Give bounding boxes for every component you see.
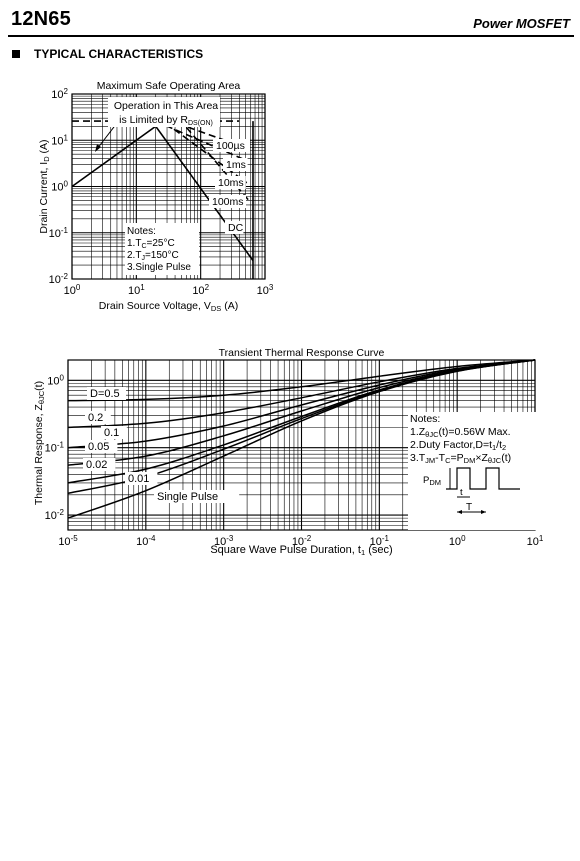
curve-label: 100ms xyxy=(212,196,244,208)
pdm-label: PDM xyxy=(423,475,441,487)
notes-box xyxy=(408,412,536,530)
section-title: TYPICAL CHARACTERISTICS xyxy=(34,47,204,61)
chart-title: Transient Thermal Response Curve xyxy=(219,347,385,359)
notes-text: 1.TC=25°C xyxy=(127,238,175,250)
curve-label-bg xyxy=(125,472,158,485)
x-tick-label: 100 xyxy=(449,534,466,548)
t1-label: t xyxy=(460,487,463,498)
notes-text: 3.Single Pulse xyxy=(127,262,191,273)
curve-label: 1ms xyxy=(226,159,246,171)
y-tick-label: 102 xyxy=(51,87,68,101)
y-tick-label: 100 xyxy=(51,180,68,194)
series-line xyxy=(67,359,536,449)
x-tick-label: 10-1 xyxy=(370,534,390,548)
annotation-text: is Limited by RDS(ON) xyxy=(119,114,213,127)
soa-chart: Maximum Safe Operating Area Operation in … xyxy=(38,80,274,313)
page-header: 12N65 Power MOSFET xyxy=(0,0,580,40)
x-tick-label: 10-4 xyxy=(136,534,156,548)
x-tick-label: 101 xyxy=(128,283,145,297)
section-heading: TYPICAL CHARACTERISTICS xyxy=(12,47,203,61)
curve-label-bg xyxy=(101,426,127,439)
annotation-text: Operation in This Area xyxy=(114,100,218,112)
y-tick-label: 10-2 xyxy=(45,508,65,522)
y-tick-label: 100 xyxy=(47,373,64,387)
header-rule xyxy=(8,35,574,37)
arrowhead-icon xyxy=(457,510,462,514)
x-tick-label: 103 xyxy=(257,283,274,297)
annotation-arrow xyxy=(96,122,118,150)
chart-title: Maximum Safe Operating Area xyxy=(97,80,241,92)
notes-text: 2.Duty Factor,D=t1/t2 xyxy=(410,439,506,452)
curve-label: Single Pulse xyxy=(157,491,218,503)
curve-label: 0.1 xyxy=(104,427,119,439)
x-tick-label: 10-3 xyxy=(214,534,234,548)
y-tick-label: 10-2 xyxy=(49,272,69,286)
curve-label-bg xyxy=(83,458,116,471)
curve-label-bg xyxy=(213,139,250,152)
x-axis-label: Drain Source Voltage, VDS (A) xyxy=(99,300,238,313)
curve-label-bg xyxy=(225,221,244,234)
annotation-box xyxy=(108,97,220,127)
x-tick-label: 100 xyxy=(64,283,81,297)
y-axis-label: Thermal Response, ZθJC(t) xyxy=(33,381,46,505)
notes-text: 1.ZθJC(t)=0.56W Max. xyxy=(410,426,511,439)
curve-label-bg xyxy=(209,195,246,208)
thermal-chart: Transient Thermal Response Curve D=0.5 0.2… xyxy=(33,347,544,557)
arrowhead-icon xyxy=(481,510,486,514)
arrowhead-icon xyxy=(95,144,101,152)
curve-label: DC xyxy=(228,222,244,234)
notes-text: Notes: xyxy=(410,413,440,425)
curve-label-bg xyxy=(87,387,126,400)
curve-label: 100µs xyxy=(216,140,245,152)
y-axis-label: Drain Current, ID (A) xyxy=(38,139,51,233)
series-line xyxy=(67,359,536,429)
notes-box xyxy=(125,223,199,275)
curve-label: 10ms xyxy=(218,177,244,189)
x-tick-label: 10-2 xyxy=(292,534,312,548)
curve-label: 0.2 xyxy=(88,412,103,424)
curve-label: 0.05 xyxy=(88,441,109,453)
x-tick-label: 10-5 xyxy=(58,534,78,548)
curve-label-bg xyxy=(85,440,118,453)
notes-text: 2.TJ=150°C xyxy=(127,250,179,262)
curve-label: 0.01 xyxy=(128,473,149,485)
x-tick-label: 102 xyxy=(192,283,209,297)
y-tick-label: 101 xyxy=(51,133,68,147)
pulse-waveform xyxy=(446,467,520,490)
curve-label: D=0.5 xyxy=(90,388,120,400)
y-tick-label: 10-1 xyxy=(49,226,69,240)
series-line xyxy=(155,125,254,262)
square-bullet-icon xyxy=(12,50,20,58)
curve-label-bg xyxy=(154,490,240,503)
x-tick-label: 101 xyxy=(527,534,544,548)
notes-text: Notes: xyxy=(127,226,156,237)
series-line xyxy=(67,359,536,402)
series-line xyxy=(164,122,248,184)
x-axis-label: Square Wave Pulse Duration, t1 (sec) xyxy=(210,544,392,557)
notes-text: 3.TJM-TC=PDM×ZθJC(t) xyxy=(410,452,511,465)
t2-label: T xyxy=(466,502,472,513)
series-line xyxy=(71,125,157,188)
y-tick-label: 10-1 xyxy=(45,441,65,455)
curve-label: 0.02 xyxy=(86,459,107,471)
curve-label-bg xyxy=(215,176,246,189)
part-number: 12N65 xyxy=(11,8,71,30)
document-type: Power MOSFET xyxy=(473,16,570,31)
series-line xyxy=(67,359,536,519)
curve-label-bg xyxy=(223,158,248,171)
curve-label-bg xyxy=(85,411,111,424)
